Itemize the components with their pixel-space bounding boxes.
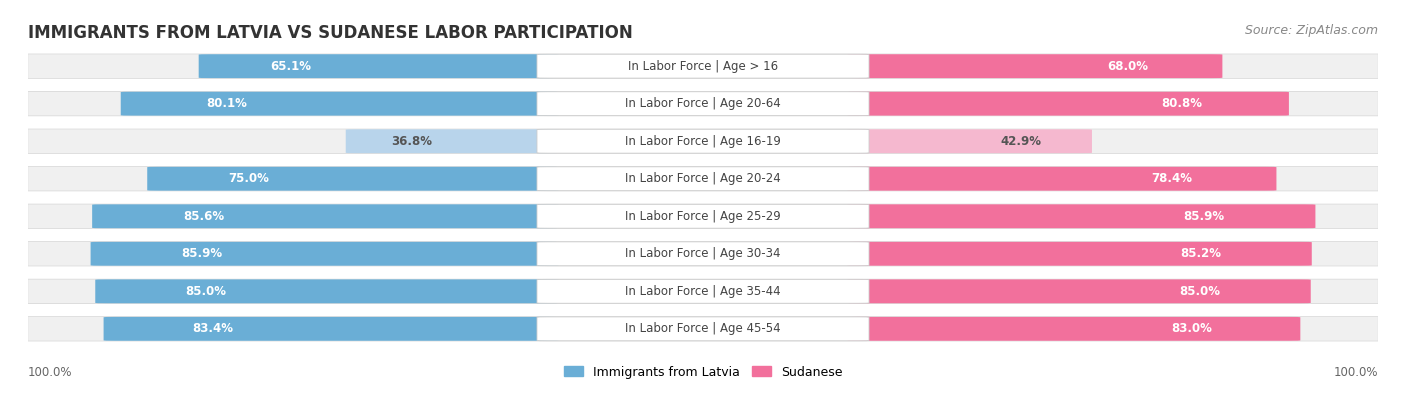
FancyBboxPatch shape xyxy=(537,167,869,191)
FancyBboxPatch shape xyxy=(21,91,1385,116)
Text: In Labor Force | Age 35-44: In Labor Force | Age 35-44 xyxy=(626,285,780,298)
FancyBboxPatch shape xyxy=(848,242,1312,266)
Text: 85.6%: 85.6% xyxy=(183,210,224,223)
Text: 85.9%: 85.9% xyxy=(181,247,224,260)
FancyBboxPatch shape xyxy=(21,166,1385,191)
FancyBboxPatch shape xyxy=(537,279,869,303)
FancyBboxPatch shape xyxy=(21,54,1385,79)
FancyBboxPatch shape xyxy=(848,317,1301,341)
FancyBboxPatch shape xyxy=(28,317,1378,341)
FancyBboxPatch shape xyxy=(346,129,558,153)
FancyBboxPatch shape xyxy=(96,279,558,303)
FancyBboxPatch shape xyxy=(21,241,1385,266)
Legend: Immigrants from Latvia, Sudanese: Immigrants from Latvia, Sudanese xyxy=(558,361,848,384)
FancyBboxPatch shape xyxy=(537,204,869,228)
Text: 68.0%: 68.0% xyxy=(1107,60,1147,73)
FancyBboxPatch shape xyxy=(848,204,1316,228)
Text: 85.2%: 85.2% xyxy=(1180,247,1222,260)
Text: 100.0%: 100.0% xyxy=(28,366,73,379)
FancyBboxPatch shape xyxy=(537,92,869,116)
FancyBboxPatch shape xyxy=(28,204,1378,228)
FancyBboxPatch shape xyxy=(537,317,869,341)
FancyBboxPatch shape xyxy=(537,54,869,78)
FancyBboxPatch shape xyxy=(28,54,1378,78)
Text: 80.8%: 80.8% xyxy=(1161,97,1202,110)
Text: In Labor Force | Age 25-29: In Labor Force | Age 25-29 xyxy=(626,210,780,223)
Text: In Labor Force | Age 30-34: In Labor Force | Age 30-34 xyxy=(626,247,780,260)
Text: 42.9%: 42.9% xyxy=(1000,135,1040,148)
Text: IMMIGRANTS FROM LATVIA VS SUDANESE LABOR PARTICIPATION: IMMIGRANTS FROM LATVIA VS SUDANESE LABOR… xyxy=(28,24,633,42)
Text: 100.0%: 100.0% xyxy=(1333,366,1378,379)
Text: 85.0%: 85.0% xyxy=(1180,285,1220,298)
FancyBboxPatch shape xyxy=(28,129,1378,153)
Text: 36.8%: 36.8% xyxy=(391,135,432,148)
FancyBboxPatch shape xyxy=(28,92,1378,116)
Text: Source: ZipAtlas.com: Source: ZipAtlas.com xyxy=(1244,24,1378,37)
Text: 85.9%: 85.9% xyxy=(1182,210,1225,223)
Text: 65.1%: 65.1% xyxy=(270,60,311,73)
FancyBboxPatch shape xyxy=(121,92,558,116)
FancyBboxPatch shape xyxy=(148,167,558,191)
FancyBboxPatch shape xyxy=(28,167,1378,191)
Text: 78.4%: 78.4% xyxy=(1152,172,1192,185)
FancyBboxPatch shape xyxy=(848,54,1222,78)
Text: In Labor Force | Age 16-19: In Labor Force | Age 16-19 xyxy=(626,135,780,148)
FancyBboxPatch shape xyxy=(848,167,1277,191)
FancyBboxPatch shape xyxy=(28,279,1378,303)
FancyBboxPatch shape xyxy=(198,54,558,78)
Text: In Labor Force | Age 20-64: In Labor Force | Age 20-64 xyxy=(626,97,780,110)
FancyBboxPatch shape xyxy=(537,129,869,153)
FancyBboxPatch shape xyxy=(93,204,558,228)
FancyBboxPatch shape xyxy=(848,129,1092,153)
FancyBboxPatch shape xyxy=(104,317,558,341)
Text: In Labor Force | Age > 16: In Labor Force | Age > 16 xyxy=(628,60,778,73)
FancyBboxPatch shape xyxy=(537,242,869,266)
FancyBboxPatch shape xyxy=(21,316,1385,341)
FancyBboxPatch shape xyxy=(21,279,1385,304)
Text: 83.0%: 83.0% xyxy=(1171,322,1212,335)
Text: 75.0%: 75.0% xyxy=(228,172,269,185)
FancyBboxPatch shape xyxy=(90,242,558,266)
Text: 83.4%: 83.4% xyxy=(193,322,233,335)
FancyBboxPatch shape xyxy=(28,242,1378,266)
FancyBboxPatch shape xyxy=(848,92,1289,116)
Text: 85.0%: 85.0% xyxy=(186,285,226,298)
Text: In Labor Force | Age 20-24: In Labor Force | Age 20-24 xyxy=(626,172,780,185)
Text: 80.1%: 80.1% xyxy=(207,97,247,110)
FancyBboxPatch shape xyxy=(21,204,1385,229)
FancyBboxPatch shape xyxy=(21,129,1385,154)
FancyBboxPatch shape xyxy=(848,279,1310,303)
Text: In Labor Force | Age 45-54: In Labor Force | Age 45-54 xyxy=(626,322,780,335)
